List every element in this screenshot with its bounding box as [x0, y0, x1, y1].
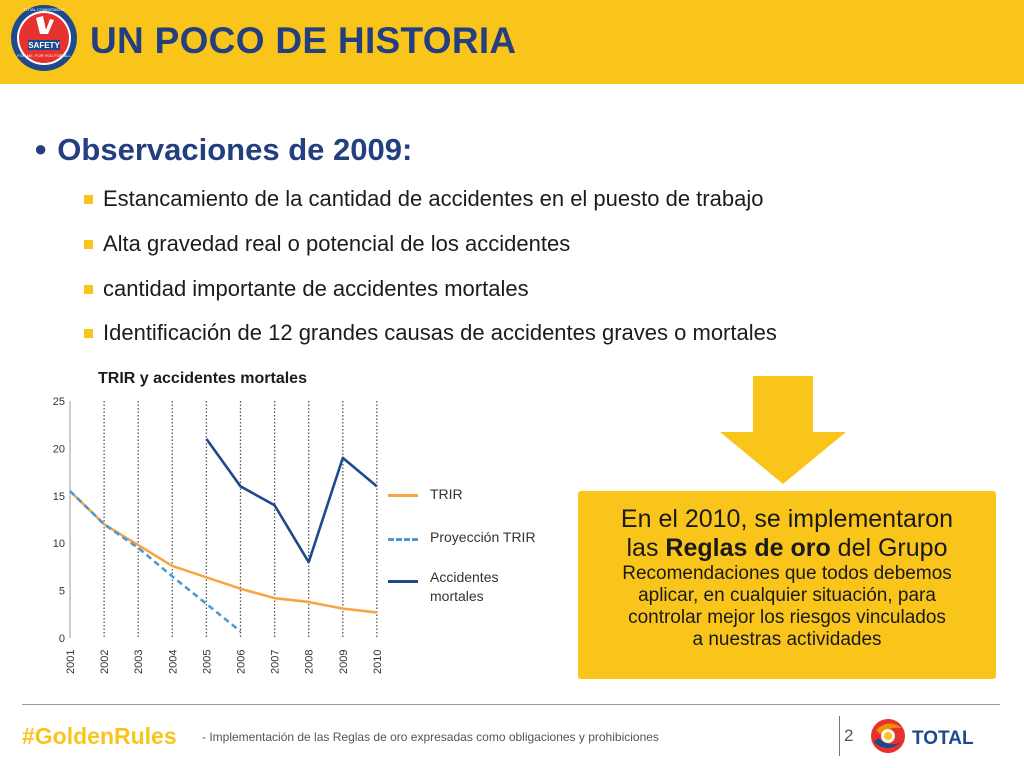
- footer-description: - Implementación de las Reglas de oro ex…: [202, 730, 659, 744]
- chart-y-tick-label: 0: [59, 633, 65, 645]
- sub-bullet-4: Identificación de 12 grandes causas de a…: [84, 320, 777, 346]
- chart-x-tick-label: 2001: [65, 650, 77, 674]
- footer-divider: [22, 704, 1000, 705]
- sub-bullet-text: cantidad importante de accidentes mortal…: [103, 276, 529, 301]
- footer-separator: [839, 716, 840, 756]
- chart-x-tick-label: 2007: [270, 650, 282, 674]
- chart-x-tick-label: 2002: [99, 650, 111, 674]
- legend-label-accidents-line2: mortales: [430, 588, 484, 604]
- callout-sub-2: aplicar, en cualquier situación, para: [638, 585, 936, 606]
- legend-label-accidents: Accidentes mortales: [430, 568, 498, 606]
- page-number: 2: [844, 726, 854, 745]
- callout-line-2-bold: Reglas de oro: [665, 534, 831, 562]
- down-arrow-icon: [720, 376, 846, 484]
- legend-line-projection: [388, 538, 418, 541]
- chart-x-tick-label: 2006: [236, 650, 248, 674]
- sub-bullet-1: Estancamiento de la cantidad de accident…: [84, 186, 763, 212]
- footer-hashtag: #GoldenRules: [22, 723, 177, 749]
- square-bullet-icon: [84, 329, 93, 338]
- chart-series-line-1: [69, 490, 242, 633]
- sub-bullet-text: Alta gravedad real o potencial de los ac…: [103, 231, 571, 256]
- chart-x-tick-label: 2010: [372, 650, 384, 674]
- chart-x-tick-label: 2009: [338, 650, 350, 674]
- callout-sub-1: Recomendaciones que todos debemos: [622, 563, 952, 584]
- main-bullet: ● Observaciones de 2009:: [34, 132, 412, 168]
- chart-y-tick-label: 20: [53, 443, 65, 455]
- chart-x-tick-label: 2004: [167, 650, 179, 674]
- square-bullet-icon: [84, 240, 93, 249]
- total-logo-icon: TOTAL: [871, 719, 974, 753]
- callout-sub-3: controlar mejor los riesgos vinculados: [628, 607, 946, 628]
- chart-x-tick-label: 2008: [304, 650, 316, 674]
- callout-line-2: las Reglas de oro del Grupo: [578, 534, 996, 563]
- safety-commitment-badge-icon: SAFETY FOR ME, FOR YOU FOR ALL TOTAL COM…: [11, 5, 77, 71]
- trir-chart: 0 5 10 15 20 25 2001 2002 2003 2004 2005 2006 2007 20…: [53, 396, 384, 674]
- chart-title: TRIR y accidentes mortales: [98, 370, 307, 387]
- chart-x-tick-label: 2003: [133, 650, 145, 674]
- total-logo-text: TOTAL: [912, 728, 974, 749]
- sub-bullet-text: Estancamiento de la cantidad de accident…: [103, 186, 764, 211]
- chart-y-tick-label: 25: [53, 396, 65, 408]
- header-bar: SAFETY FOR ME, FOR YOU FOR ALL TOTAL COM…: [0, 0, 1024, 84]
- badge-bottom-text: FOR ME, FOR YOU FOR ALL: [17, 53, 71, 58]
- chart-y-tick-label: 15: [53, 491, 65, 503]
- chart-series-line-0: [69, 490, 378, 614]
- sub-bullet-2: Alta gravedad real o potencial de los ac…: [84, 231, 570, 257]
- chart-y-tick-label: 10: [53, 538, 65, 550]
- golden-rules-callout: En el 2010, se implementaron las Reglas …: [578, 491, 996, 679]
- chart-x-tick-label: 2005: [201, 650, 213, 674]
- sub-bullet-text: Identificación de 12 grandes causas de a…: [103, 320, 777, 345]
- sub-bullet-3: cantidad importante de accidentes mortal…: [84, 276, 529, 302]
- badge-top-text: TOTAL COMMITMENT: [23, 7, 65, 12]
- legend-label-trir: TRIR: [430, 486, 463, 502]
- legend-line-trir: [388, 494, 418, 497]
- main-bullet-text: Observaciones de 2009:: [57, 132, 413, 167]
- badge-center-text: SAFETY: [28, 41, 60, 50]
- square-bullet-icon: [84, 285, 93, 294]
- callout-line-1: En el 2010, se implementaron: [620, 505, 954, 533]
- bullet-dot-icon: ●: [34, 136, 48, 161]
- callout-sub-4: a nuestras actividades: [692, 629, 882, 650]
- chart-y-tick-label: 5: [59, 586, 65, 598]
- callout-line-2-post: del Grupo: [830, 534, 948, 562]
- chart-series-line-2: [205, 438, 378, 564]
- callout-line-2-pre: las: [626, 534, 666, 562]
- legend-label-projection: Proyección TRIR: [430, 529, 536, 545]
- square-bullet-icon: [84, 195, 93, 204]
- page-title: UN POCO DE HISTORIA: [90, 20, 517, 61]
- legend-label-accidents-line1: Accidentes: [430, 569, 499, 585]
- legend-line-accidents: [388, 580, 418, 583]
